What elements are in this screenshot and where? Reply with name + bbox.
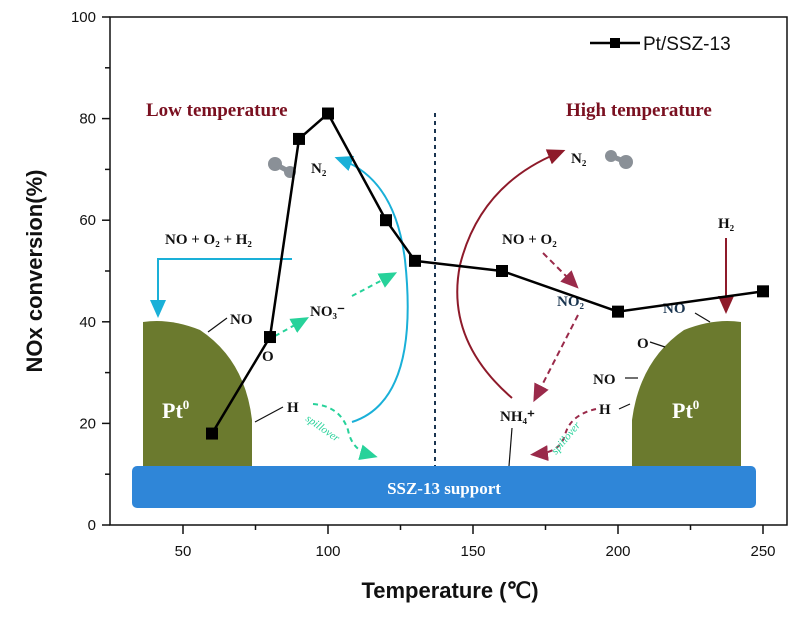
y-tick-label: 80 bbox=[79, 111, 96, 128]
x-tick-label: 150 bbox=[460, 543, 485, 560]
x-tick-label: 250 bbox=[750, 543, 775, 560]
legend: Pt/SSZ-13 bbox=[590, 34, 731, 55]
no3-label: NO₃⁻ bbox=[310, 304, 345, 320]
red-spillover-dash bbox=[530, 408, 597, 462]
high-spillover-label: spillover bbox=[549, 419, 583, 457]
high-temperature-title: High temperature bbox=[566, 100, 712, 121]
high-n2-label: N₂ bbox=[571, 151, 587, 167]
pt-label-right: Pt0 bbox=[672, 397, 699, 423]
low-o-label: O bbox=[262, 349, 274, 365]
data-point-marker bbox=[264, 331, 276, 344]
high-no-top-bond bbox=[694, 312, 711, 323]
y-tick-label: 40 bbox=[79, 314, 96, 331]
cyan-feed-arrow bbox=[150, 258, 292, 318]
green-dash-no3-up bbox=[351, 272, 398, 297]
legend-label: Pt/SSZ-13 bbox=[643, 34, 731, 55]
cyan-return-arrow bbox=[334, 156, 409, 423]
high-reactants-label: NO + O₂ bbox=[502, 232, 557, 248]
low-temperature-title: Low temperature bbox=[146, 100, 288, 121]
low-h-label: H bbox=[287, 400, 299, 416]
low-h-bond bbox=[254, 406, 284, 423]
low-n2-label: N₂ bbox=[311, 161, 327, 177]
data-point-marker bbox=[322, 107, 334, 120]
pt-particle-left bbox=[143, 321, 252, 466]
y-tick-label: 20 bbox=[79, 415, 96, 432]
axes: 50 100 150 200 250 0 20 40 60 80 100 bbox=[71, 9, 776, 560]
x-tick-label: 200 bbox=[605, 543, 630, 560]
h2-label: H₂ bbox=[718, 216, 735, 232]
data-point-marker bbox=[757, 285, 769, 298]
x-tick-label: 100 bbox=[315, 543, 340, 560]
low-reactants-label: NO + O₂ + H₂ bbox=[165, 232, 252, 248]
dashed-red-to-nh4 bbox=[533, 314, 579, 403]
n2-molecule-left-icon bbox=[268, 157, 296, 178]
y-axis-title: NOx conversion(%) bbox=[22, 170, 47, 373]
high-no-label: NO bbox=[593, 372, 616, 388]
data-point-marker bbox=[409, 254, 421, 267]
low-no-bond bbox=[207, 317, 228, 333]
data-point-marker bbox=[380, 214, 392, 227]
pt-label-left: Pt0 bbox=[162, 397, 189, 423]
data-point-marker bbox=[293, 132, 305, 145]
nh4-anchor-line bbox=[508, 427, 513, 467]
high-h-label: H bbox=[599, 402, 611, 418]
y-tick-label: 0 bbox=[88, 517, 96, 534]
support-label: SSZ-13 support bbox=[387, 479, 501, 498]
y-tick-label: 100 bbox=[71, 9, 96, 26]
pt-particle-right bbox=[632, 321, 741, 466]
legend-marker bbox=[610, 38, 620, 48]
nh4-label: NH₄⁺ bbox=[500, 409, 535, 425]
ssz13-support-bar bbox=[132, 466, 756, 508]
high-o-bond bbox=[649, 341, 666, 348]
green-dash-to-no3 bbox=[274, 317, 309, 337]
data-point-marker bbox=[612, 305, 624, 318]
y-tick-label: 60 bbox=[79, 212, 96, 229]
high-o-label: O bbox=[637, 336, 649, 352]
low-no-label: NO bbox=[230, 312, 253, 328]
n2-molecule-right-icon bbox=[605, 150, 633, 169]
schematic: SSZ-13 support Pt0 Pt0 Low temperature H… bbox=[132, 100, 756, 508]
low-spillover-label: spillover bbox=[303, 413, 342, 445]
x-tick-label: 50 bbox=[175, 543, 192, 560]
green-spillover-dash bbox=[312, 403, 378, 461]
data-point-marker bbox=[496, 265, 508, 277]
series-pt-ssz13 bbox=[206, 107, 769, 440]
high-h-bond bbox=[618, 403, 631, 410]
x-axis-title: Temperature (℃) bbox=[361, 578, 538, 603]
data-point-marker bbox=[206, 427, 218, 440]
dashed-red-to-no2 bbox=[542, 252, 579, 289]
